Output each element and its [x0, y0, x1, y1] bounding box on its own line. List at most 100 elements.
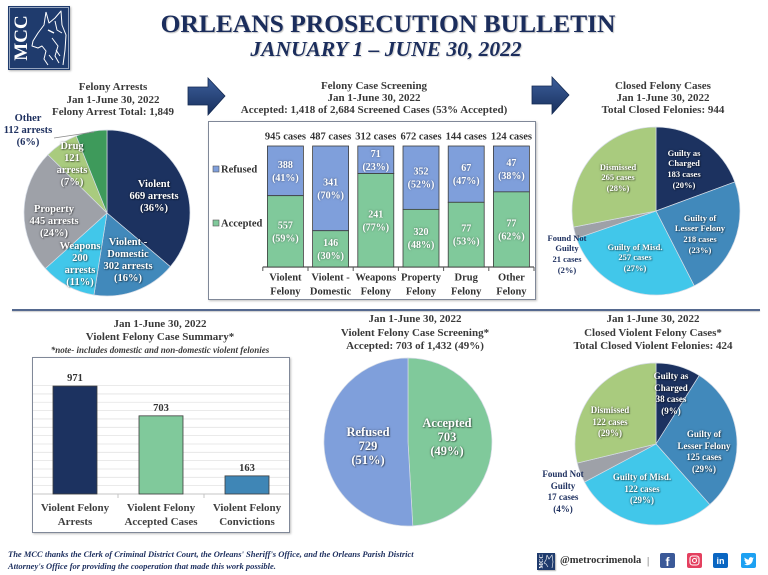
- label-line: Charged: [654, 382, 688, 393]
- screening-chart-frame: 388 (41%) 557 (59%) 945 cases Violent Felony 34…: [208, 121, 536, 300]
- closed-violent-label-guilty-as-charged: Guilty as Charged 38 cases (9%): [654, 371, 689, 417]
- label-line: (9%): [661, 405, 681, 416]
- bar-percent-label: (62%): [498, 231, 525, 242]
- bar-percent-label: (47%): [453, 176, 480, 187]
- violent-screening-header: Jan 1-June 30, 2022 Violent Felony Case …: [341, 313, 489, 354]
- closed-violent-header: Jan 1-June 30, 2022 Closed Violent Felon…: [573, 313, 732, 354]
- pie-slice-guilty-misd: [584, 443, 711, 526]
- section-divider: [12, 309, 760, 311]
- leader-line: [53, 131, 95, 139]
- pie-slice-guilty-lesser-felony: [655, 375, 738, 506]
- bar-total-label: 672 cases: [400, 132, 441, 143]
- violent-screening-label-accepted: Accepted 703 (49%): [422, 416, 471, 458]
- pie-slice-guilty-as-charged: [655, 126, 736, 212]
- pie-slice-accepted: [407, 357, 492, 526]
- label-line: (29%): [629, 495, 654, 505]
- violent-screening-pie-chart: [323, 357, 492, 526]
- summary-bar: [138, 415, 184, 495]
- label-line: 21 cases: [552, 254, 582, 265]
- facebook-icon[interactable]: f: [660, 553, 675, 569]
- label-line: Property: [33, 204, 75, 215]
- label-line: Other: [14, 113, 42, 124]
- footer-logo-text: MCC: [539, 554, 545, 568]
- x-tick-label: Convictions: [219, 516, 275, 528]
- label-line: (24%): [40, 228, 68, 239]
- closed-label-found-not-guilty: Found Not Guilty 21 cases (2%): [548, 233, 587, 276]
- x-tick-label: Felony: [496, 287, 527, 298]
- label-line: (36%): [140, 203, 168, 214]
- bar-segment-accepted: [402, 208, 440, 268]
- x-tick-label: Domestic: [310, 287, 352, 298]
- linkedin-glyph: in: [716, 555, 725, 566]
- label-line: Refused: [346, 425, 390, 439]
- label-line: (11%): [66, 277, 94, 288]
- label-line: 200: [72, 253, 88, 264]
- label-line: Guilty: [550, 480, 576, 491]
- x-tick-label: Violent: [269, 273, 302, 284]
- bar-value-label: 163: [239, 463, 255, 474]
- bar-value-label: 320: [414, 227, 429, 238]
- label-line: Guilty as: [667, 147, 701, 158]
- label-line: Drug: [60, 141, 84, 152]
- arrests-label-violent: Violent 669 arrests (36%): [129, 179, 178, 215]
- bar-value-label: 77: [506, 218, 516, 229]
- label-line: Guilty of: [686, 429, 722, 439]
- label-line: 112 arrests: [3, 125, 53, 136]
- label-line: (49%): [430, 444, 464, 458]
- closed-total: Total Closed Felonies: 944: [601, 104, 725, 116]
- closed-violent-date: Jan 1-June 30, 2022: [606, 313, 700, 325]
- closed-violent-label-guilty-lesser-felony: Guilty of Lesser Felony 125 cases (29%): [677, 429, 730, 475]
- bar-value-label: 341: [323, 177, 338, 188]
- flow-arrow-icon: [187, 76, 226, 117]
- label-line: Guilty as: [653, 371, 689, 381]
- x-tick-label: Felony: [406, 287, 437, 298]
- legend-label-refused: Refused: [221, 165, 257, 176]
- bar-value-label: 971: [67, 373, 83, 384]
- label-line: 218 cases: [683, 234, 717, 245]
- closed-title: Closed Felony Cases: [615, 80, 711, 92]
- screening-date: Jan 1-June 30, 2022: [327, 92, 421, 104]
- twitter-icon[interactable]: [741, 553, 756, 568]
- label-line: 257 cases: [618, 252, 652, 263]
- bar-value-label: 703: [153, 403, 169, 414]
- label-line: Found Not: [542, 469, 584, 479]
- label-line: Guilty of Misd.: [612, 472, 672, 482]
- closed-label-guilty-as-charged: Guilty as Charged 183 cases (20%): [667, 148, 700, 191]
- label-line: arrests: [56, 165, 88, 176]
- arrests-title: Felony Arrests: [78, 81, 148, 93]
- x-tick-label: Violent -: [311, 273, 350, 284]
- bar-percent-label: (41%): [272, 173, 299, 184]
- closed-violent-pie-chart: [574, 362, 738, 526]
- label-line: (51%): [351, 453, 385, 467]
- label-line: 729: [358, 439, 378, 453]
- bar-total-label: 144 cases: [446, 132, 487, 143]
- x-tick-label: Weapons: [355, 273, 396, 284]
- bar-total-label: 312 cases: [355, 132, 396, 143]
- label-line: 183 cases: [667, 169, 701, 180]
- bar-segment-refused: [357, 145, 395, 174]
- closed-label-guilty-lesser-felony: Guilty of Lesser Felony 218 cases (23%): [675, 213, 725, 256]
- pie-slice-refused: [323, 357, 413, 526]
- page-subtitle: JANUARY 1 – JUNE 30, 2022: [250, 37, 522, 61]
- instagram-icon[interactable]: [687, 553, 702, 568]
- label-line: Lesser Felony: [677, 440, 731, 451]
- label-line: (6%): [16, 137, 40, 148]
- label-line: (2%): [557, 264, 577, 275]
- label-line: 703: [437, 430, 457, 444]
- pie-slice-guilty-misd: [576, 210, 695, 296]
- arrests-date: Jan 1-June 30, 2022: [66, 93, 160, 106]
- label-line: (28%): [606, 183, 630, 194]
- label-line: Found Not: [547, 232, 587, 243]
- label-line: Accepted: [422, 416, 472, 430]
- bar-percent-label: (38%): [498, 171, 525, 182]
- violent-screening-date: Jan 1-June 30, 2022: [368, 313, 462, 325]
- closed-date: Jan 1-June 30, 2022: [616, 92, 710, 104]
- social-handle-link[interactable]: @metrocrimenola: [560, 555, 642, 566]
- label-line: 121: [64, 153, 80, 164]
- violent-screening-summary: Accepted: 703 of 1,432 (49%): [346, 340, 484, 352]
- linkedin-icon[interactable]: in: [713, 553, 728, 568]
- screening-bar-chart: 388 (41%) 557 (59%) 945 cases Violent Felony 34…: [212, 132, 535, 298]
- label-line: Guilty of: [683, 212, 717, 223]
- facebook-glyph: f: [665, 554, 670, 569]
